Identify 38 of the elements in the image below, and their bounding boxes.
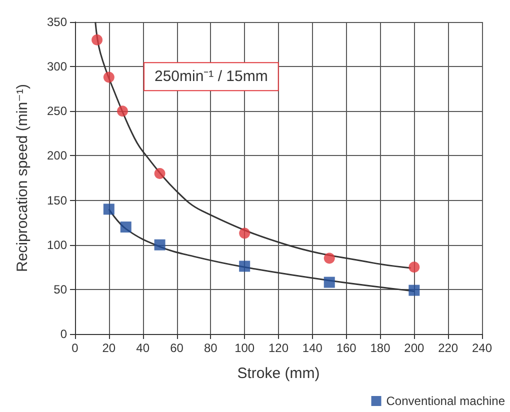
- y-tick-label: 300: [46, 60, 68, 74]
- x-tick-label: 220: [438, 341, 458, 355]
- x-tick-label: 120: [268, 341, 289, 355]
- x-tick-label: 20: [102, 341, 116, 355]
- point: [120, 222, 132, 233]
- x-tick-label: 140: [302, 341, 323, 355]
- x-tick-label: 40: [136, 341, 150, 355]
- point: [116, 106, 128, 117]
- x-tick-label: 160: [336, 341, 357, 355]
- point: [408, 262, 420, 273]
- point: [408, 284, 420, 296]
- point: [103, 72, 114, 83]
- x-tick-label: 0: [72, 341, 79, 355]
- point: [239, 228, 250, 239]
- x-tick-label: 80: [204, 341, 218, 355]
- y-tick-label: 100: [46, 238, 68, 252]
- x-tick-label: 180: [370, 341, 391, 355]
- y-tick-label: 0: [60, 327, 68, 341]
- point: [92, 34, 103, 46]
- y-tick-label: 350: [46, 15, 68, 29]
- x-tick-label: 240: [472, 341, 492, 355]
- x-tick-label: 200: [404, 341, 424, 355]
- x-axis-title: Stroke (mm): [237, 365, 320, 382]
- y-tick-label: 150: [46, 193, 68, 208]
- point: [324, 276, 335, 288]
- point: [154, 239, 166, 250]
- y-tick-label: 50: [54, 282, 68, 296]
- x-tick-label: 100: [234, 341, 255, 355]
- point: [154, 168, 166, 180]
- point: [103, 204, 114, 215]
- x-tick-label: 60: [170, 341, 184, 355]
- y-tick-label: 250: [46, 104, 68, 118]
- y-axis-title: Reciprocation speed (min⁻¹): [14, 84, 31, 272]
- annotation: 250min⁻¹ / 15mm: [154, 68, 268, 86]
- point: [239, 260, 250, 272]
- y-tick-label: 200: [46, 148, 68, 163]
- legend-label: Conventional machine: [386, 394, 506, 408]
- point: [324, 252, 335, 264]
